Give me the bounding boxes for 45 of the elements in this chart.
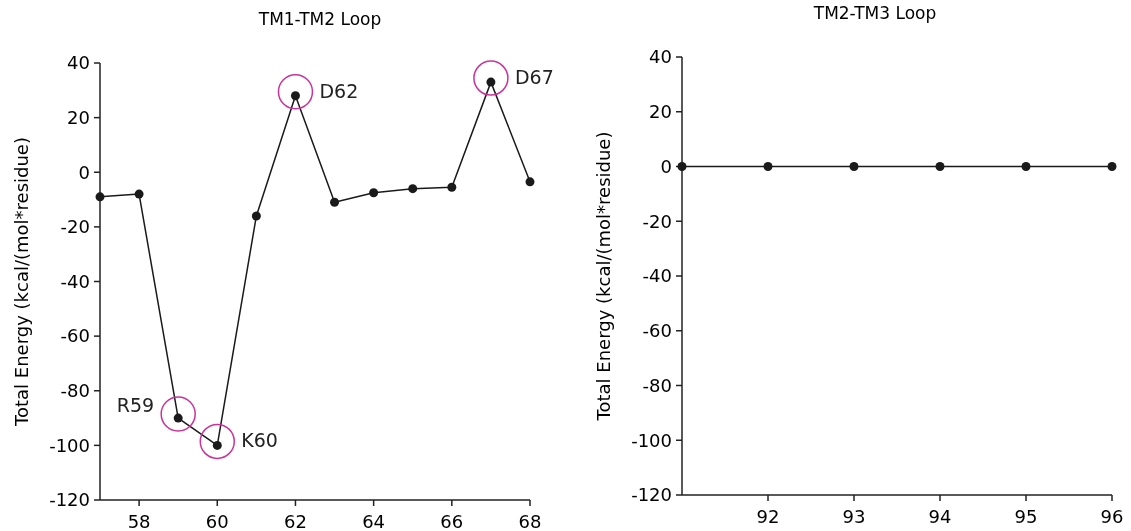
point: [447, 182, 457, 192]
y-axis-title: Total Energy (kcal/(mol*residue): [593, 131, 614, 422]
x-tick-label: 66: [440, 511, 464, 531]
point: [525, 177, 535, 187]
y-tick-label: -80: [642, 374, 672, 396]
point: [134, 189, 144, 199]
x-tick-label: 62: [284, 511, 307, 531]
y-tick-label: 0: [660, 155, 672, 177]
y-tick-label: -40: [642, 265, 672, 287]
annotation: K60: [241, 429, 278, 452]
y-tick-label: 20: [67, 106, 90, 128]
x-tick-label: 64: [362, 511, 386, 531]
y-tick-label: 0: [78, 161, 90, 183]
y-tick-label: -100: [49, 434, 90, 456]
point: [408, 184, 418, 194]
x-tick-label: 68: [518, 511, 542, 531]
point: [251, 211, 261, 221]
y-tick-label: -20: [60, 216, 90, 238]
chart-title: TM1-TM2 Loop: [257, 9, 382, 29]
y-axis-title: Total Energy (kcal/(mol*residue): [11, 137, 32, 427]
x-tick-label: 94: [928, 506, 952, 527]
x-tick-label: 58: [127, 511, 151, 531]
y-tick-label: -80: [60, 380, 90, 402]
point: [95, 192, 105, 202]
annotation: R59: [116, 394, 155, 417]
x-tick-label: 95: [1014, 506, 1038, 527]
y-tick-label: 40: [67, 52, 90, 74]
annotation: D67: [514, 66, 554, 89]
y-tick-label: -20: [642, 210, 672, 232]
point: [330, 197, 340, 207]
y-tick-label: -120: [631, 484, 672, 506]
y-tick-label: -120: [49, 489, 90, 511]
y-tick-label: 40: [649, 46, 672, 68]
point: [369, 188, 379, 198]
y-tick-label: -40: [60, 270, 90, 292]
chart-title: TM2-TM3 Loop: [812, 3, 937, 23]
annotation: D62: [319, 79, 359, 102]
y-tick-label: -60: [60, 325, 90, 347]
x-tick-label: 60: [205, 511, 229, 531]
y-tick-label: -100: [631, 429, 672, 451]
y-tick-label: -60: [642, 320, 672, 342]
x-tick-label: 93: [842, 506, 866, 527]
x-tick-label: 96: [1100, 506, 1124, 527]
y-tick-label: 20: [649, 101, 672, 123]
x-tick-label: 92: [756, 506, 780, 527]
